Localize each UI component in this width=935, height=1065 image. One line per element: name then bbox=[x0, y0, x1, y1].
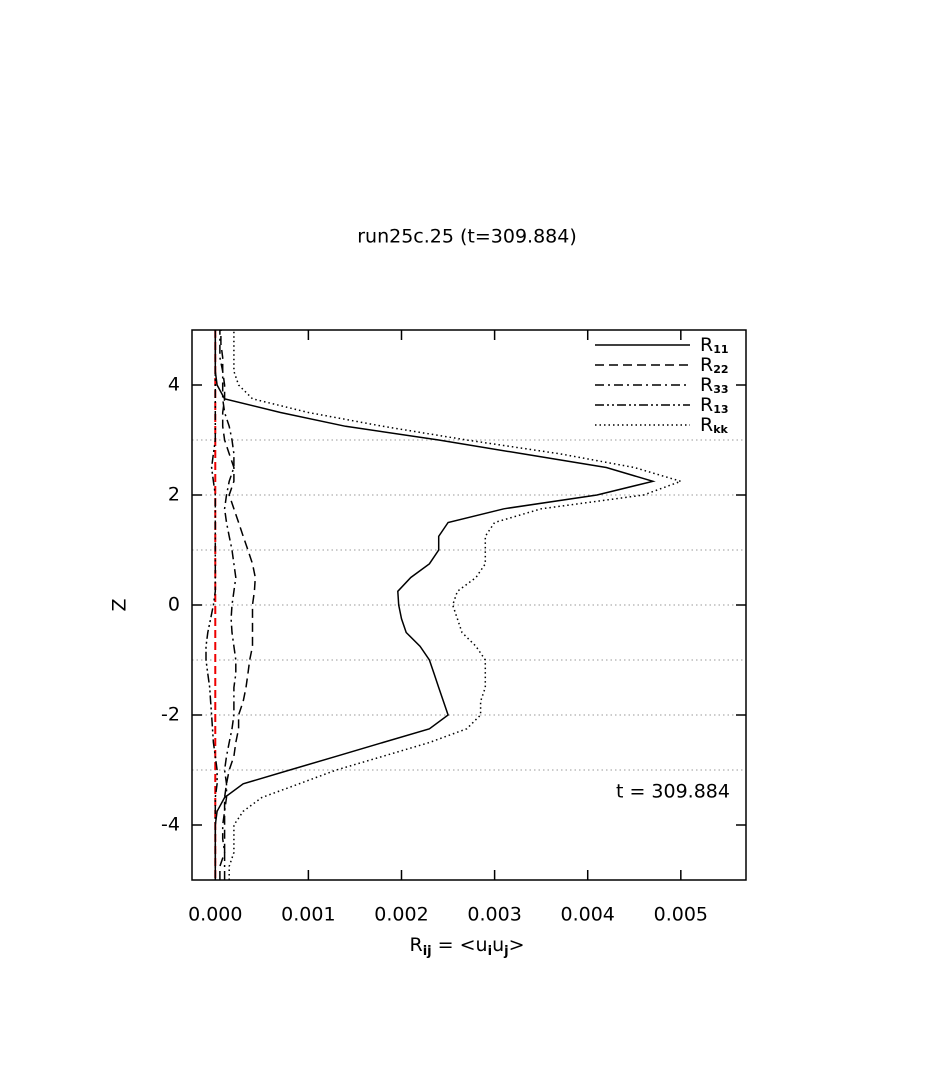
x-axis-label-part: j bbox=[503, 944, 508, 959]
plot-frame bbox=[191, 329, 747, 881]
x-axis-label-part: i bbox=[488, 944, 492, 959]
x-axis-label-part: ij bbox=[423, 944, 432, 959]
series-line bbox=[205, 330, 218, 880]
series-line bbox=[214, 330, 656, 880]
x-tick-label: 0.001 bbox=[281, 904, 335, 926]
series-line bbox=[228, 330, 684, 880]
y-tick-label: 2 bbox=[168, 484, 180, 506]
y-axis-label: Z bbox=[109, 598, 131, 611]
x-tick-label: 0.000 bbox=[188, 904, 242, 926]
y-tick-label: 4 bbox=[168, 374, 180, 396]
x-tick-label: 0.005 bbox=[654, 904, 708, 926]
y-tick-label: -2 bbox=[161, 704, 180, 726]
chart-title: run25c.25 (t=309.884) bbox=[357, 226, 577, 248]
x-axis-label-part: = <u bbox=[432, 934, 488, 956]
x-axis-label-part: u bbox=[492, 934, 504, 956]
series-line bbox=[219, 330, 257, 880]
legend-label: R33 bbox=[700, 374, 729, 397]
y-tick-label: -4 bbox=[161, 814, 180, 836]
x-axis-label: Rij = <uiuj> bbox=[410, 934, 525, 959]
legend-label: R11 bbox=[700, 334, 729, 357]
x-tick-label: 0.002 bbox=[374, 904, 428, 926]
x-tick-label: 0.003 bbox=[467, 904, 521, 926]
annotation: t = 309.884 bbox=[616, 781, 730, 803]
x-tick-label: 0.004 bbox=[561, 904, 615, 926]
legend-label: Rkk bbox=[700, 414, 729, 437]
legend-label: R22 bbox=[700, 354, 729, 377]
x-axis-label-part: > bbox=[509, 934, 525, 956]
x-axis-label-part: R bbox=[410, 934, 423, 956]
series-line bbox=[219, 330, 237, 880]
legend-label: R13 bbox=[700, 394, 729, 417]
y-tick-label: 0 bbox=[168, 594, 180, 616]
